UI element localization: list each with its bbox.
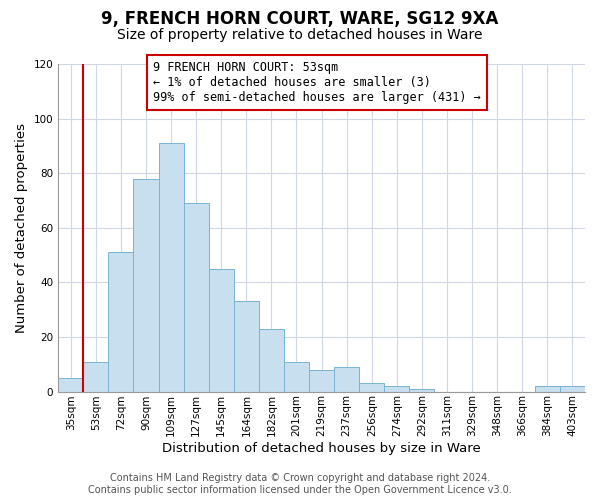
Bar (158, 143, 184, 392)
Bar (259, 329, 284, 392)
Bar (560, 386, 585, 392)
Bar (83, 362, 109, 392)
Bar (385, 386, 409, 392)
Text: Size of property relative to detached houses in Ware: Size of property relative to detached ho… (117, 28, 483, 42)
Bar (133, 178, 158, 392)
Text: 9 FRENCH HORN COURT: 53sqm
← 1% of detached houses are smaller (3)
99% of semi-d: 9 FRENCH HORN COURT: 53sqm ← 1% of detac… (153, 60, 481, 104)
Bar (234, 302, 259, 392)
Y-axis label: Number of detached properties: Number of detached properties (15, 123, 28, 333)
Text: 9, FRENCH HORN COURT, WARE, SG12 9XA: 9, FRENCH HORN COURT, WARE, SG12 9XA (101, 10, 499, 28)
Bar (58, 378, 83, 392)
Bar (359, 384, 385, 392)
Bar (535, 386, 560, 392)
X-axis label: Distribution of detached houses by size in Ware: Distribution of detached houses by size … (162, 442, 481, 455)
Bar (284, 362, 309, 392)
Bar (184, 203, 209, 392)
Bar (309, 370, 334, 392)
Bar (209, 268, 234, 392)
Bar (409, 389, 434, 392)
Bar (334, 367, 359, 392)
Text: Contains HM Land Registry data © Crown copyright and database right 2024.
Contai: Contains HM Land Registry data © Crown c… (88, 474, 512, 495)
Bar (109, 252, 133, 392)
